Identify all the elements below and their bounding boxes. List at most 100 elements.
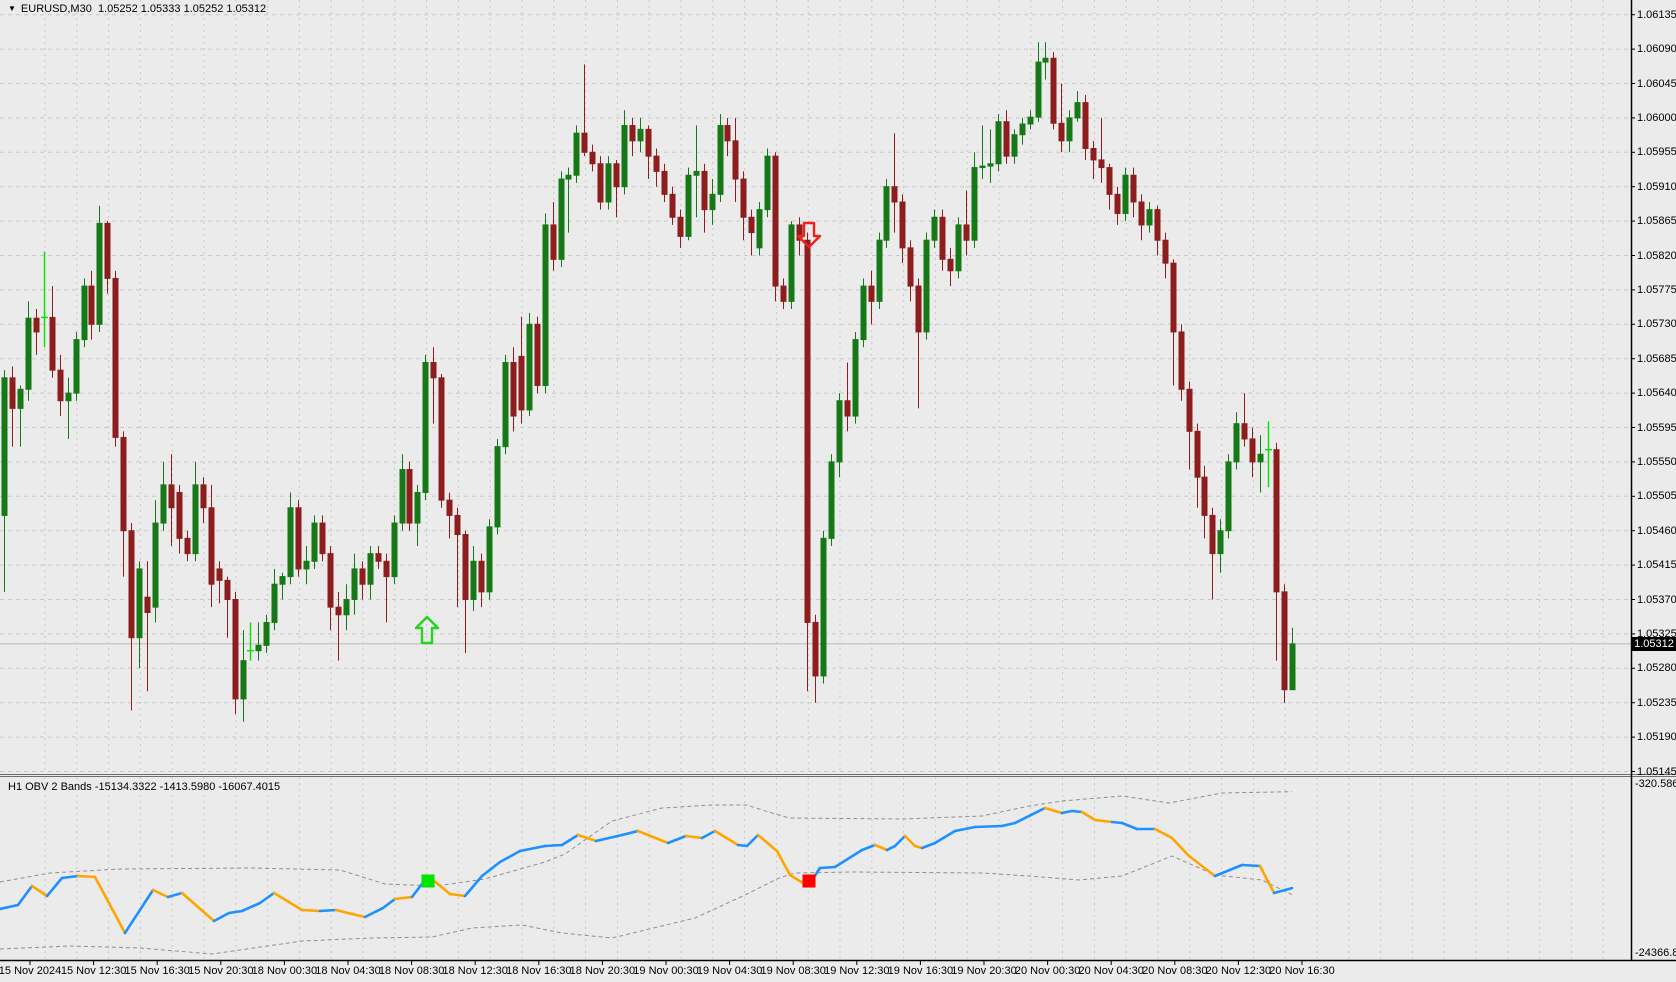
obv-line-bearish — [151, 888, 170, 899]
obv-line-bullish — [1060, 809, 1074, 815]
candle-bearish — [200, 484, 207, 509]
candle-bullish — [422, 362, 429, 493]
candle-bullish — [709, 193, 716, 211]
candle-bullish — [883, 186, 890, 241]
candle-bullish — [836, 400, 843, 463]
obv-line-bearish — [873, 843, 889, 852]
price-axis-label: 1.05865 — [1637, 215, 1676, 228]
candle-bearish — [1273, 449, 1280, 593]
time-axis-label: 20 Nov 04:30 — [1078, 965, 1144, 977]
candle-bullish — [1027, 116, 1034, 125]
candle-bearish — [224, 579, 231, 601]
obv-line-bullish — [594, 833, 624, 843]
candle-bearish — [49, 316, 56, 371]
candle-bullish — [502, 362, 509, 448]
price-axis-label: 1.05415 — [1637, 559, 1676, 572]
obv-line-bullish — [953, 825, 977, 833]
obv-line-bullish — [227, 909, 244, 915]
obv-line-bearish — [684, 834, 704, 840]
obv-line-bearish — [448, 892, 467, 898]
candle-bullish — [391, 522, 398, 578]
candle-bullish — [136, 568, 143, 639]
candle-bearish — [1098, 159, 1105, 169]
candle-bullish — [1042, 57, 1049, 63]
obv-line-bullish — [700, 829, 717, 840]
candle-bullish — [470, 560, 477, 600]
obv-line-bullish — [212, 911, 231, 923]
obv-line-bullish — [736, 843, 749, 848]
indicator-header: H1 OBV 2 Bands -15134.3322 -1413.5980 -1… — [8, 781, 281, 793]
candle-bearish — [1194, 430, 1201, 478]
candle-bullish — [637, 128, 644, 142]
candle-bearish — [208, 507, 215, 585]
obv-line-bearish — [903, 834, 917, 848]
candle-bearish — [581, 132, 588, 153]
obv-line-bearish — [775, 849, 792, 877]
price-axis-label: 1.05505 — [1637, 490, 1676, 503]
candle-bearish — [1090, 147, 1097, 161]
candle-bearish — [327, 553, 334, 608]
candle-bearish — [1106, 167, 1113, 195]
obv-line-bullish — [123, 888, 155, 935]
price-axis-label: 1.06135 — [1637, 8, 1676, 21]
candle-bearish — [740, 178, 747, 218]
candle-bearish — [534, 323, 541, 386]
obv-line-bullish — [920, 841, 937, 850]
obv-line-bearish — [1170, 836, 1191, 858]
price-axis-label: 1.05460 — [1637, 524, 1676, 537]
obv-line-bullish — [166, 891, 184, 899]
candle-bearish — [383, 560, 390, 578]
price-axis-label: 1.05955 — [1637, 146, 1676, 159]
candle-bullish — [81, 285, 88, 341]
obv-line-bullish — [543, 843, 564, 848]
buy-square-marker[interactable] — [421, 874, 435, 888]
obv-line-bullish — [860, 843, 877, 852]
candle-bearish — [748, 216, 755, 234]
candle-bearish — [732, 140, 739, 180]
sell-arrow-icon[interactable] — [796, 221, 822, 249]
price-axis-label: 1.05370 — [1637, 593, 1676, 606]
obv-line-bearish — [30, 884, 49, 898]
candle-bearish — [629, 125, 636, 142]
sell-square-marker[interactable] — [802, 874, 816, 888]
obv-line-bullish — [1070, 809, 1084, 814]
candle-bullish — [1074, 102, 1081, 119]
obv-line-bullish — [933, 829, 957, 845]
obv-line-bearish — [93, 875, 127, 935]
candle-bearish — [359, 568, 366, 585]
symbol-ohlc-header: ▼ EURUSD,M30 1.05252 1.05333 1.05252 1.05… — [8, 3, 266, 15]
candle-bullish — [1225, 461, 1232, 532]
candle-bullish — [240, 660, 247, 700]
obv-line-bullish — [1120, 821, 1139, 831]
candle-bullish — [717, 125, 724, 195]
obv-line-bullish — [745, 833, 760, 848]
obv-line-bullish — [0, 903, 20, 911]
candle-bearish — [915, 285, 922, 333]
candle-bullish — [558, 178, 565, 260]
candle-bearish — [120, 436, 127, 532]
time-axis-label: 18 Nov 16:30 — [506, 965, 572, 977]
candle-bullish — [1122, 174, 1129, 214]
candle-bullish — [565, 174, 572, 180]
time-axis-label: 15 Nov 2024 — [0, 965, 62, 977]
candle-bullish — [876, 239, 883, 302]
price-axis-label: 1.05730 — [1637, 318, 1676, 331]
candle-bullish — [1233, 423, 1240, 463]
price-axis-label: 1.06000 — [1637, 111, 1676, 124]
candle-bearish — [613, 163, 620, 188]
time-axis-label: 18 Nov 12:30 — [442, 965, 508, 977]
candle-bullish — [573, 132, 580, 176]
candle-bullish — [605, 163, 612, 203]
candle-bearish — [1114, 193, 1121, 214]
time-axis-label: 20 Nov 12:30 — [1205, 965, 1272, 977]
obv-line-bearish — [1187, 854, 1217, 878]
candle-bearish — [597, 163, 604, 203]
candle-bullish — [820, 537, 827, 677]
chart-menu-triangle-icon[interactable]: ▼ — [8, 4, 16, 13]
candle-bullish — [486, 526, 493, 593]
buy-arrow-icon[interactable] — [414, 615, 440, 645]
obv-line-bullish — [620, 829, 640, 837]
candle-bearish — [216, 568, 223, 581]
